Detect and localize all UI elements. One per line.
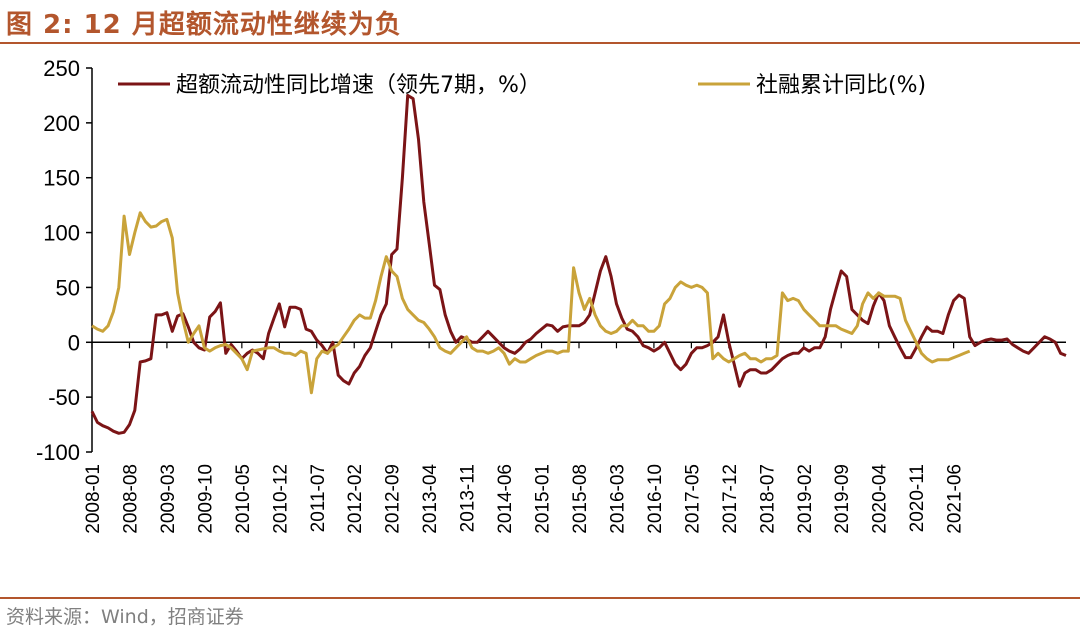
x-tick-label: 2021-06 [945, 464, 966, 534]
x-tick-label: 2014-06 [495, 464, 516, 534]
x-tick-label: 2016-03 [607, 464, 628, 534]
y-tick-label: 150 [43, 166, 80, 191]
x-tick-label: 2017-12 [720, 464, 741, 534]
x-tick-label: 2018-07 [757, 464, 778, 534]
title-divider [0, 42, 1080, 44]
y-tick-label: 0 [68, 330, 80, 355]
x-tick-label: 2012-09 [383, 464, 404, 534]
source-note: 资料来源：Wind，招商证券 [6, 606, 244, 628]
x-tick-label: 2019-09 [832, 464, 853, 534]
x-tick-label: 2013-11 [458, 464, 479, 532]
y-tick-label: -100 [36, 440, 80, 465]
x-axis: 2008-01 2008-08 2009-03 2009-10 2010-05 2010-… [83, 341, 1066, 534]
y-tick-label: 200 [43, 111, 80, 136]
x-tick-label: 2016-10 [645, 464, 666, 534]
x-tick-label: 2010-12 [270, 464, 291, 534]
series-lines [90, 93, 1067, 435]
x-tick-label: 2008-01 [83, 464, 104, 534]
x-tick-label: 2019-02 [795, 464, 816, 534]
y-tick-label: 250 [43, 56, 80, 81]
x-tick-label: 2017-05 [682, 464, 703, 534]
footer-divider [0, 597, 1080, 599]
x-tick-label: 2009-10 [195, 464, 216, 534]
y-tick-label: 100 [43, 221, 80, 246]
y-tick-label: -50 [48, 385, 80, 410]
figure-title: 图 2: 12 月超额流动性继续为负 [6, 10, 402, 40]
x-tick-label: 2008-08 [120, 464, 141, 534]
legend: 超额流动性同比增速（领先7期，%） 社融累计同比(%) [118, 73, 926, 98]
x-tick-label: 2011-07 [308, 464, 329, 532]
x-tick-label: 2013-04 [420, 464, 441, 534]
legend-label: 社融累计同比(%) [756, 73, 926, 98]
x-tick-label: 2012-02 [345, 464, 366, 534]
x-tick-label: 2010-05 [233, 464, 254, 534]
x-tick-label: 2020-04 [870, 464, 891, 534]
series-excess-liquidity-line [90, 93, 1067, 435]
series-social-financing-line [91, 211, 971, 395]
x-tick-label: 2009-03 [158, 464, 179, 534]
y-tick-label: 50 [56, 275, 80, 300]
legend-label: 超额流动性同比增速（领先7期，%） [176, 73, 541, 98]
x-tick-label: 2020-11 [907, 464, 928, 532]
x-tick-label: 2015-01 [533, 464, 554, 534]
x-tick-label: 2015-08 [570, 464, 591, 534]
y-axis: -100 -50 0 50 100 150 200 250 [36, 56, 93, 465]
